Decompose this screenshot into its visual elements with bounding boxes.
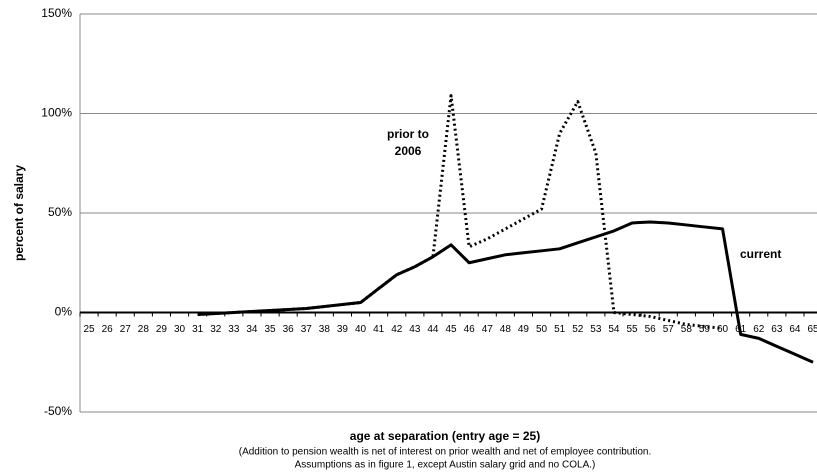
x-tick-label: 44 <box>427 324 439 335</box>
y-tick-label: 150% <box>41 6 72 20</box>
x-tick-label: 60 <box>717 324 729 335</box>
x-tick-label: 38 <box>319 324 331 335</box>
y-tick-label: 100% <box>41 106 72 120</box>
x-tick-label: 56 <box>645 324 657 335</box>
x-tick-label: 41 <box>373 324 385 335</box>
annotation: current <box>740 247 781 261</box>
annotation: 2006 <box>395 144 422 158</box>
x-tick-label: 46 <box>464 324 476 335</box>
y-tick-label: 0% <box>55 305 73 319</box>
y-axis-label: percent of salary <box>12 165 26 261</box>
x-tick-label: 40 <box>355 324 367 335</box>
x-tick-label: 63 <box>771 324 783 335</box>
x-tick-label: 27 <box>120 324 132 335</box>
x-tick-label: 39 <box>337 324 349 335</box>
x-tick-label: 30 <box>174 324 186 335</box>
note: Assumptions as in figure 1, except Austi… <box>295 460 596 471</box>
y-tick-label: -50% <box>44 404 72 418</box>
x-tick-label: 25 <box>83 324 95 335</box>
x-tick-label: 51 <box>554 324 566 335</box>
x-tick-label: 42 <box>391 324 403 335</box>
x-tick-label: 49 <box>518 324 530 335</box>
x-tick-label: 65 <box>807 324 817 335</box>
x-tick-label: 43 <box>409 324 421 335</box>
series-line <box>197 94 723 330</box>
x-tick-label: 45 <box>445 324 457 335</box>
x-tick-label: 36 <box>283 324 295 335</box>
series-line <box>197 220 814 364</box>
x-tick-label: 58 <box>681 324 693 335</box>
x-tick-label: 48 <box>500 324 512 335</box>
x-tick-label: 53 <box>590 324 602 335</box>
x-tick-label: 26 <box>102 324 114 335</box>
note: (Addition to pension wealth is net of in… <box>239 447 651 458</box>
x-tick-label: 28 <box>138 324 150 335</box>
annotation: prior to <box>387 127 429 141</box>
x-tick-label: 59 <box>699 324 711 335</box>
y-tick-label: 50% <box>48 205 72 219</box>
x-tick-label: 31 <box>192 324 204 335</box>
x-tick-label: 35 <box>264 324 276 335</box>
x-tick-label: 64 <box>789 324 801 335</box>
x-tick-label: 29 <box>156 324 168 335</box>
x-tick-label: 33 <box>228 324 240 335</box>
x-tick-label: 55 <box>626 324 638 335</box>
x-tick-label: 54 <box>608 324 620 335</box>
x-tick-label: 37 <box>301 324 313 335</box>
x-tick-label: 62 <box>753 324 765 335</box>
x-tick-label: 57 <box>663 324 675 335</box>
x-axis-label: age at separation (entry age = 25) <box>350 429 540 443</box>
x-tick-label: 50 <box>536 324 548 335</box>
x-tick-label: 32 <box>210 324 222 335</box>
x-tick-label: 52 <box>572 324 584 335</box>
x-tick-label: 47 <box>482 324 494 335</box>
x-tick-label: 34 <box>246 324 258 335</box>
